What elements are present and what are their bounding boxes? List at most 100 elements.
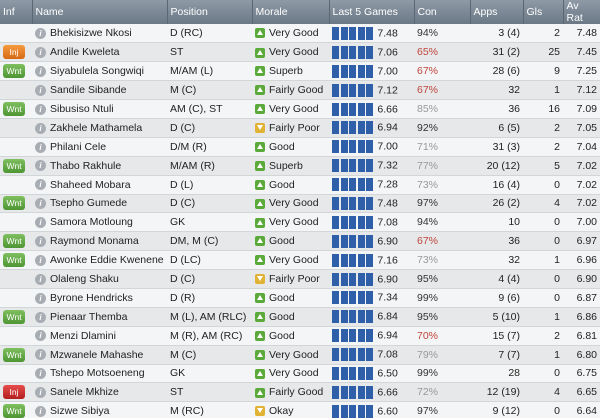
status-badge[interactable]: Wnt [3,253,25,268]
table-row[interactable]: i Tshepo Motsoeneng GK Very Good 6.50 99% 28 0… [0,364,600,384]
name-cell[interactable]: i Byrone Hendricks [32,288,167,308]
player-name[interactable]: Menzi Dlamini [50,329,116,342]
col-header-position[interactable]: Position [167,0,253,24]
col-header-morale[interactable]: Morale [252,0,330,24]
table-row[interactable]: i Zakhele Mathamela D (C) Fairly Poor 6.94 9… [0,118,600,138]
info-icon[interactable]: i [35,122,46,134]
player-name[interactable]: Tshepo Motsoeneng [50,367,145,380]
name-cell[interactable]: i Thabo Rakhule [32,156,167,176]
name-cell[interactable]: i Andile Kweleta [32,42,167,63]
name-cell[interactable]: i Zakhele Mathamela [32,118,167,138]
player-name[interactable]: Siyabulela Songwiqi [50,65,144,78]
info-icon[interactable]: i [35,160,46,172]
status-badge[interactable]: Wnt [3,234,25,249]
col-header-avrat[interactable]: Av Rat [563,0,600,24]
name-cell[interactable]: i Sizwe Sibiya [32,401,167,418]
name-cell[interactable]: i Bhekisizwe Nkosi [32,24,167,44]
status-badge[interactable]: Wnt [3,64,25,79]
name-cell[interactable]: i Philani Cele [32,137,167,157]
table-row[interactable]: Wnt i Pienaar Themba M (L), AM (RLC) Good 6.… [0,307,600,327]
player-name[interactable]: Pienaar Themba [50,310,128,323]
table-row[interactable]: i Byrone Hendricks D (R) Good 7.34 99% 9 (6) 0… [0,288,600,308]
name-cell[interactable]: i Sandile Sibande [32,80,167,101]
status-badge[interactable]: Wnt [3,158,25,173]
name-cell[interactable]: i Raymond Monama [32,231,167,252]
player-name[interactable]: Sandile Sibande [50,84,127,97]
player-name[interactable]: Shaheed Mobara [50,178,131,191]
player-name[interactable]: Byrone Hendricks [50,291,133,304]
player-name[interactable]: Zakhele Mathamela [50,121,143,134]
info-icon[interactable]: i [35,292,46,304]
player-name[interactable]: Philani Cele [50,140,107,153]
status-badge[interactable]: Wnt [3,102,25,116]
player-name[interactable]: Andile Kweleta [50,46,120,59]
status-badge[interactable]: Inj [3,45,25,60]
name-cell[interactable]: i Samora Motloung [32,212,167,233]
info-icon[interactable]: i [35,273,46,285]
info-icon[interactable]: i [35,330,46,342]
info-icon[interactable]: i [35,179,46,191]
name-cell[interactable]: i Tshepo Motsoeneng [32,364,167,384]
col-header-apps[interactable]: Apps [470,0,524,24]
table-row[interactable]: Wnt i Tsepho Gumede D (C) Very Good 7.48 97% 2… [0,194,600,214]
player-name[interactable]: Tsepho Gumede [50,197,128,210]
player-name[interactable]: Raymond Monama [50,235,139,248]
col-header-last5[interactable]: Last 5 Games [329,0,415,24]
table-row[interactable]: Wnt i Raymond Monama DM, M (C) Good 6.90 67% 3… [0,231,600,252]
info-icon[interactable]: i [35,368,46,380]
col-header-inf[interactable]: Inf [0,0,33,24]
player-name[interactable]: Bhekisizwe Nkosi [50,27,132,40]
info-icon[interactable]: i [35,311,46,323]
info-icon[interactable]: i [35,235,46,247]
info-icon[interactable]: i [35,141,46,153]
player-name[interactable]: Thabo Rakhule [50,159,122,172]
info-icon[interactable]: i [35,387,46,399]
table-row[interactable]: Wnt i Siyabulela Songwiqi M/AM (L) Superb 7.… [0,61,600,82]
status-badge[interactable]: Wnt [3,347,25,362]
name-cell[interactable]: i Shaheed Mobara [32,175,167,195]
table-row[interactable]: i Sandile Sibande M (C) Fairly Good 7.12 67%… [0,80,600,101]
table-row[interactable]: Inj i Andile Kweleta ST Very Good 7.06 65% 31 … [0,42,600,63]
table-row[interactable]: i Olaleng Shaku D (C) Fairly Poor 6.90 95% 4 … [0,269,600,289]
player-name[interactable]: Samora Motloung [50,216,133,229]
name-cell[interactable]: i Mzwanele Mahashe [32,345,167,365]
info-icon[interactable]: i [35,217,46,229]
player-name[interactable]: Sizwe Sibiya [50,405,110,418]
table-row[interactable]: Inj i Sanele Mkhize ST Fairly Good 6.66 72% 12… [0,382,600,403]
col-header-gls[interactable]: Gls [523,0,564,24]
status-badge[interactable]: Wnt [3,196,25,211]
table-row[interactable]: Wnt i Awonke Eddie Kwenene D (LC) Very Good … [0,250,600,271]
name-cell[interactable]: i Sibusiso Ntuli [32,99,167,119]
info-icon[interactable]: i [35,84,46,96]
player-name[interactable]: Olaleng Shaku [50,273,119,286]
table-row[interactable]: i Samora Motloung GK Very Good 7.08 94% 10 0 7.… [0,212,600,233]
table-row[interactable]: Wnt i Thabo Rakhule M/AM (R) Superb 7.32 77% 2… [0,156,600,176]
col-header-name[interactable]: Name [32,0,168,24]
name-cell[interactable]: i Siyabulela Songwiqi [32,61,167,82]
table-row[interactable]: i Menzi Dlamini M (R), AM (RC) Good 6.94 70%… [0,326,600,346]
player-name[interactable]: Awonke Eddie Kwenene [50,254,164,267]
col-header-con[interactable]: Con [414,0,471,24]
status-badge[interactable]: Inj [3,385,25,400]
player-name[interactable]: Mzwanele Mahashe [50,348,144,361]
table-row[interactable]: i Philani Cele D/M (R) Good 7.00 71% 31 (3) 2 7… [0,137,600,157]
info-icon[interactable]: i [35,349,46,361]
info-icon[interactable]: i [35,103,46,115]
table-row[interactable]: i Bhekisizwe Nkosi D (RC) Very Good 7.48 94%… [0,24,600,44]
name-cell[interactable]: i Menzi Dlamini [32,326,167,346]
info-icon[interactable]: i [35,198,46,210]
status-badge[interactable]: Wnt [3,309,25,324]
name-cell[interactable]: i Pienaar Themba [32,307,167,327]
table-row[interactable]: Wnt i Mzwanele Mahashe M (C) Very Good 7.08 7… [0,345,600,365]
name-cell[interactable]: i Awonke Eddie Kwenene [32,250,167,271]
info-icon[interactable]: i [35,405,46,417]
player-name[interactable]: Sibusiso Ntuli [50,103,114,115]
info-icon[interactable]: i [35,254,46,266]
table-row[interactable]: Wnt i Sizwe Sibiya M (RC) Okay 6.60 97% 9 (12)… [0,401,600,418]
status-badge[interactable]: Wnt [3,404,25,418]
player-name[interactable]: Sanele Mkhize [50,386,119,399]
name-cell[interactable]: i Tsepho Gumede [32,194,167,214]
table-row[interactable]: Wnt i Sibusiso Ntuli AM (C), ST Very Good 6.… [0,99,600,119]
name-cell[interactable]: i Sanele Mkhize [32,382,167,403]
table-row[interactable]: i Shaheed Mobara D (L) Good 7.28 73% 16 (4) 0 7… [0,175,600,195]
